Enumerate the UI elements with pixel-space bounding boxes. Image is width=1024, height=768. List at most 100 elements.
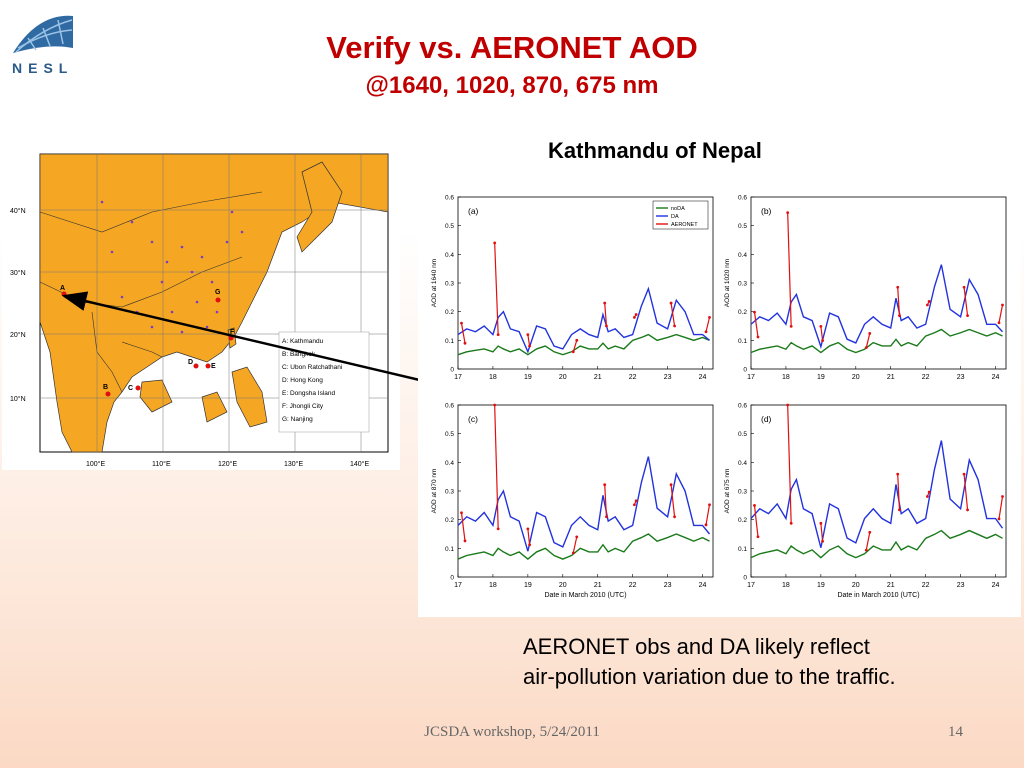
aeronet-obs-point [708,503,711,507]
aeronet-obs-point [927,300,931,303]
aeronet-obs-segment [670,484,676,517]
aeronet-obs-point [634,313,638,316]
aeronet-obs-point [673,324,676,328]
y-tick-label: 0.1 [445,546,454,553]
aeronet-obs-segment [820,326,824,341]
x-tick-label: 17 [747,374,755,381]
aeronet-obs-point [605,324,608,328]
y-tick-label: 0.6 [738,195,747,202]
y-axis-label: AOD at 1020 nm [724,259,731,307]
aeronet-obs-point [634,499,638,503]
x-tick-label: 18 [489,582,497,589]
site-marker: G [215,289,221,296]
aeronet-obs-segment [820,523,824,542]
aeronet-obs-point [966,314,969,318]
aeronet-obs-point [496,527,500,531]
title-line-2: @1640, 1020, 870, 675 nm [365,72,659,99]
aeronet-obs-point [669,483,673,487]
y-tick-label: 0.5 [738,431,747,438]
aod-chart-grid: 0 0.1 0.2 0.3 0.4 0.5 0.6 17 18 19 20 21 22 23 24 (a) AO… [418,185,1021,617]
x-tick-label: 22 [922,582,930,589]
aeronet-obs-point [603,301,607,305]
map-legend-item: D: Hong Kong [282,377,323,384]
aeronet-obs-point [575,535,579,539]
site-marker: A [60,285,65,292]
x-tick-label: 17 [454,582,462,589]
y-tick-label: 0.4 [445,252,454,259]
y-axis-label: AOD at 870 nm [431,469,438,514]
y-tick-label: 0.1 [445,338,454,345]
aeronet-obs-point [528,543,532,547]
aeronet-obs-point [927,490,931,494]
aeronet-obs-segment [787,212,792,327]
aeronet-obs-point [898,314,901,318]
y-tick-label: 0.3 [738,281,747,288]
aeronet-obs-point [868,332,872,335]
aeronet-obs-segment [897,474,901,510]
y-axis-label: AOD at 675 nm [724,469,731,514]
panel-label: (b) [761,206,772,216]
aeronet-obs-point [673,515,676,519]
aeronet-obs-segment [460,323,466,344]
y-tick-label: 0.4 [738,252,747,259]
slide-title: Verify vs. AERONET AOD @1640, 1020, 870,… [0,30,1024,100]
map-legend-item: B: Bangkok [282,351,316,358]
aeronet-obs-segment [494,242,499,335]
aeronet-obs-segment [865,532,871,551]
aeronet-obs-point [926,303,929,307]
aeronet-obs-point [704,523,708,527]
aeronet-obs-segment [527,528,531,545]
aeronet-obs-segment [753,505,759,537]
aeronet-obs-point [575,338,579,342]
aeronet-obs-point [753,504,756,507]
aeronet-obs-point [493,403,497,407]
logo-text: NESL [12,60,74,76]
x-tick-label: 24 [992,374,1000,381]
panel-label: (c) [468,414,478,424]
lat-label: 40°N [10,207,26,215]
map-legend-item: E: Dongsha Island [282,390,336,397]
y-tick-label: 0 [450,367,454,374]
aeronet-obs-point [786,211,790,214]
aeronet-obs-point [526,333,530,336]
aeronet-obs-point [1001,303,1004,307]
x-tick-label: 18 [782,374,790,381]
aeronet-obs-point [669,301,673,305]
aeronet-obs-segment [572,340,578,352]
aeronet-obs-point [868,530,872,534]
aeronet-obs-point [896,285,900,289]
aeronet-obs-segment [572,536,578,554]
page-number: 14 [948,724,963,740]
y-tick-label: 0.3 [445,281,454,288]
legend-label: noDA [671,206,685,212]
aeronet-obs-point [789,521,793,525]
x-tick-label: 18 [489,374,497,381]
map-legend-item: G: Nanjing [282,416,313,423]
y-tick-label: 0.6 [738,403,747,410]
y-tick-label: 0.1 [738,338,747,345]
y-tick-label: 0.1 [738,546,747,553]
aeronet-obs-point [997,321,1001,325]
x-tick-label: 23 [664,374,672,381]
da-series-line [750,440,1004,548]
aeronet-obs-point [460,321,463,325]
aeronet-obs-segment [753,312,759,338]
x-tick-label: 20 [852,374,860,381]
y-tick-label: 0.2 [445,517,454,524]
aeronet-obs-segment [998,304,1004,323]
legend-label: AERONET [671,222,698,228]
y-axis-label: AOD at 1640 nm [431,259,438,307]
aeronet-obs-point [708,316,711,319]
aeronet-obs-segment [460,512,466,541]
da-series-line [457,456,711,552]
x-tick-label: 21 [594,582,602,589]
x-axis-label: Date in March 2010 (UTC) [544,592,626,599]
aeronet-obs-point [864,346,868,350]
caption-line-2: air-pollution variation due to the traff… [523,664,896,689]
x-tick-label: 23 [957,374,965,381]
aeronet-obs-segment [604,303,608,327]
noda-series-line [750,529,1003,559]
aeronet-obs-point [571,350,575,354]
aeronet-obs-point [704,330,708,334]
aeronet-obs-point [896,472,900,476]
